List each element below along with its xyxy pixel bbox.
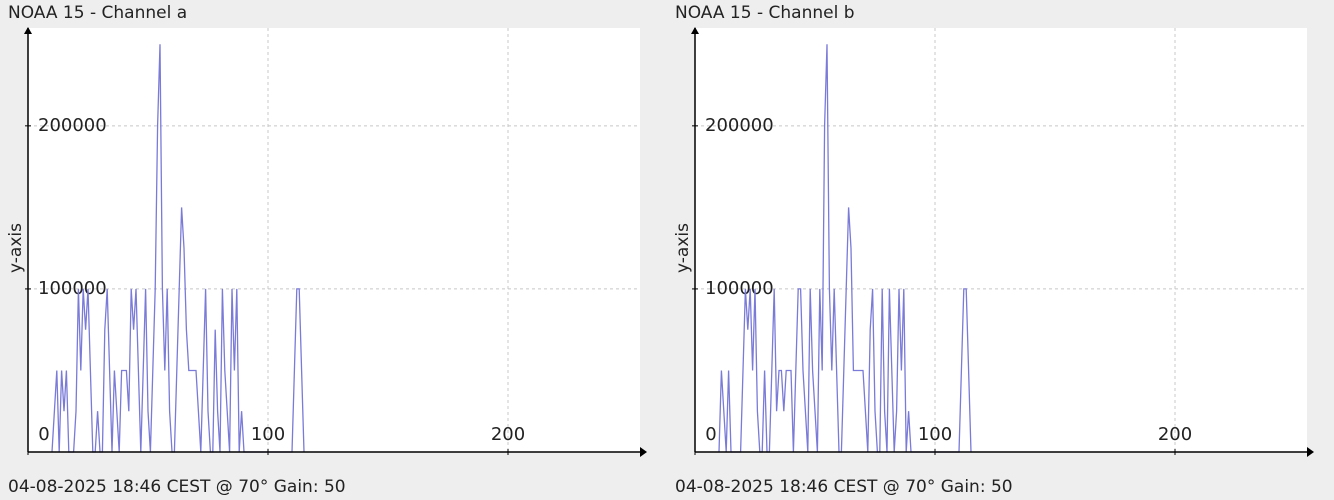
footer-text: 04-08-2025 18:46 CEST @ 70° Gain: 50 — [8, 477, 346, 497]
chart-title: NOAA 15 - Channel a — [8, 3, 187, 23]
y-axis-label: y-axis — [673, 223, 693, 273]
x-tick-label: 0 — [38, 424, 49, 445]
x-tick-label: 200 — [491, 424, 525, 445]
y-tick-label: 200000 — [38, 115, 107, 136]
y-axis-arrow — [24, 27, 32, 34]
plot-area — [695, 28, 1307, 452]
y-tick-label: 100000 — [38, 278, 107, 299]
y-tick-label: 200000 — [705, 115, 774, 136]
x-tick-label: 200 — [1158, 424, 1192, 445]
data-line — [718, 44, 972, 453]
x-tick-label: 0 — [705, 424, 716, 445]
footer-text: 04-08-2025 18:46 CEST @ 70° Gain: 50 — [675, 477, 1013, 497]
x-axis-arrow — [640, 447, 647, 457]
chart-panel: NOAA 15 - Channel a 04-08-2025 18:46 CEST… — [6, 3, 647, 497]
chart-panel: NOAA 15 - Channel b 04-08-2025 18:46 CEST… — [673, 3, 1314, 497]
x-tick-label: 100 — [918, 424, 952, 445]
data-line — [51, 44, 305, 453]
y-axis-arrow — [691, 27, 699, 34]
chart-title: NOAA 15 - Channel b — [675, 3, 855, 23]
y-axis-label: y-axis — [6, 223, 26, 273]
x-axis-arrow — [1307, 447, 1314, 457]
x-tick-label: 100 — [251, 424, 285, 445]
plot-area — [28, 28, 640, 452]
y-tick-label: 100000 — [705, 278, 774, 299]
